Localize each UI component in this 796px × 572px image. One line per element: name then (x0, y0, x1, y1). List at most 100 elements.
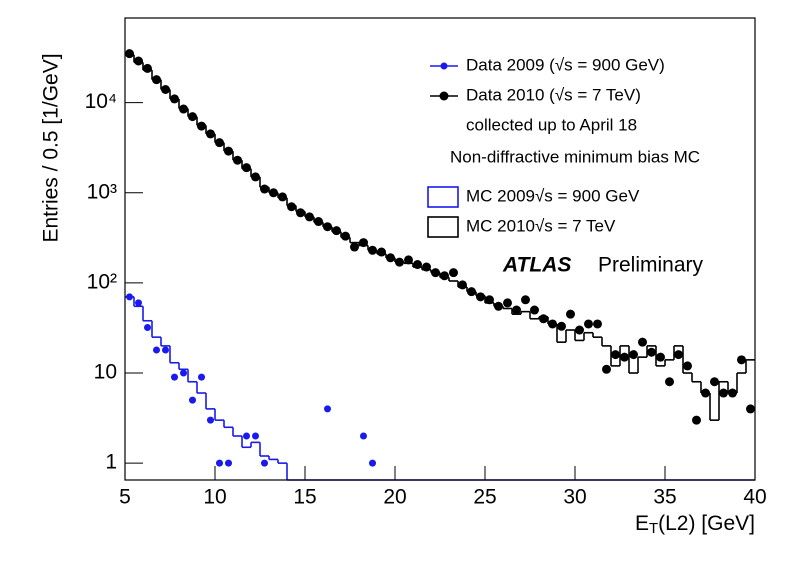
x-axis-label: ET(L2) [GeV] (635, 512, 755, 537)
data-point (287, 202, 296, 212)
data-point (440, 271, 449, 281)
data-point (135, 299, 142, 307)
data-point (162, 346, 169, 354)
data-point (566, 309, 575, 319)
data-point (395, 257, 404, 267)
data-point (701, 388, 710, 398)
data-point (638, 337, 647, 347)
data-point (656, 352, 665, 362)
data-point (126, 293, 133, 301)
data-point (665, 377, 674, 387)
data-point (216, 459, 223, 467)
data-point (422, 262, 431, 272)
data-point (530, 305, 539, 315)
data-point (188, 112, 197, 122)
data-point (539, 314, 548, 324)
data-point (341, 231, 350, 241)
y-axis-label: Entries / 0.5 [1/GeV] (40, 53, 63, 242)
data-point (143, 63, 152, 73)
x-tick-label: 30 (563, 486, 586, 509)
data-point (476, 292, 485, 302)
legend-label: Data 2009 (√s = 900 GeV) (466, 55, 665, 74)
data-point (332, 226, 341, 236)
legend-label: Data 2010 (√s = 7 TeV) (466, 85, 641, 104)
y-tick-label: 10 (94, 361, 117, 384)
x-tick-label: 5 (119, 486, 131, 509)
data-point (243, 432, 250, 440)
data-point (323, 222, 332, 232)
x-tick-label: 20 (383, 486, 406, 509)
x-label-part: E (635, 512, 649, 535)
y-tick-label: 1 (105, 451, 117, 474)
data-point (225, 459, 232, 467)
data-point (683, 361, 692, 371)
y-tick-label: 10² (87, 270, 117, 293)
data-point (503, 298, 512, 308)
data-point (521, 295, 530, 305)
data-point (377, 247, 386, 257)
data-point (458, 280, 467, 290)
data-point (296, 208, 305, 218)
legend-box (427, 186, 459, 208)
y-tick-label: 10⁴ (85, 90, 117, 113)
data-point (692, 415, 701, 425)
data-point (206, 129, 215, 139)
data-point (413, 260, 422, 270)
data-point (404, 255, 413, 265)
data-point (719, 388, 728, 398)
data-point (449, 268, 458, 278)
data-point (512, 305, 521, 315)
x-tick-label: 40 (743, 486, 766, 509)
data-point (215, 138, 224, 148)
data-point (197, 121, 206, 131)
data-point (710, 377, 719, 387)
data-point (242, 163, 251, 173)
data-point (251, 172, 260, 182)
data-point (161, 84, 170, 94)
data-point (198, 373, 205, 381)
annotation: Non-diffractive minimum bias MC (450, 147, 700, 166)
data-point (629, 350, 638, 360)
data-point (252, 432, 259, 440)
data-point (620, 352, 629, 362)
data-point (593, 319, 602, 329)
data-point (233, 155, 242, 165)
data-point (324, 405, 331, 413)
x-tick-label: 25 (473, 486, 496, 509)
y-tick-label: 10³ (87, 180, 117, 203)
x-tick-label: 10 (203, 486, 226, 509)
data-point (728, 388, 737, 398)
x-tick-label: 15 (293, 486, 316, 509)
data-point (386, 253, 395, 263)
data-point (179, 104, 188, 114)
data-point (360, 432, 367, 440)
data-point (189, 396, 196, 404)
data-point (305, 212, 314, 222)
data-point (260, 184, 269, 194)
legend-box (427, 216, 459, 238)
data-point (261, 459, 268, 467)
atlas-label: ATLAS (502, 254, 571, 277)
data-point (171, 373, 178, 381)
data-point (369, 459, 376, 467)
legend-marker (439, 91, 449, 101)
data-point (575, 325, 584, 335)
data-point (746, 404, 755, 414)
atlas-label: Preliminary (598, 254, 704, 277)
data-point (494, 301, 503, 311)
data-point (180, 369, 187, 377)
data-point (584, 319, 593, 329)
data-point (170, 94, 179, 104)
data-point (602, 364, 611, 374)
x-tick-label: 35 (653, 486, 676, 509)
data-point (152, 75, 161, 85)
data-point (134, 56, 143, 66)
data-point (737, 355, 746, 365)
data-point (125, 49, 134, 59)
data-point (314, 217, 323, 227)
plot-frame (124, 17, 756, 481)
data-point (359, 238, 368, 248)
data-point (611, 350, 620, 360)
